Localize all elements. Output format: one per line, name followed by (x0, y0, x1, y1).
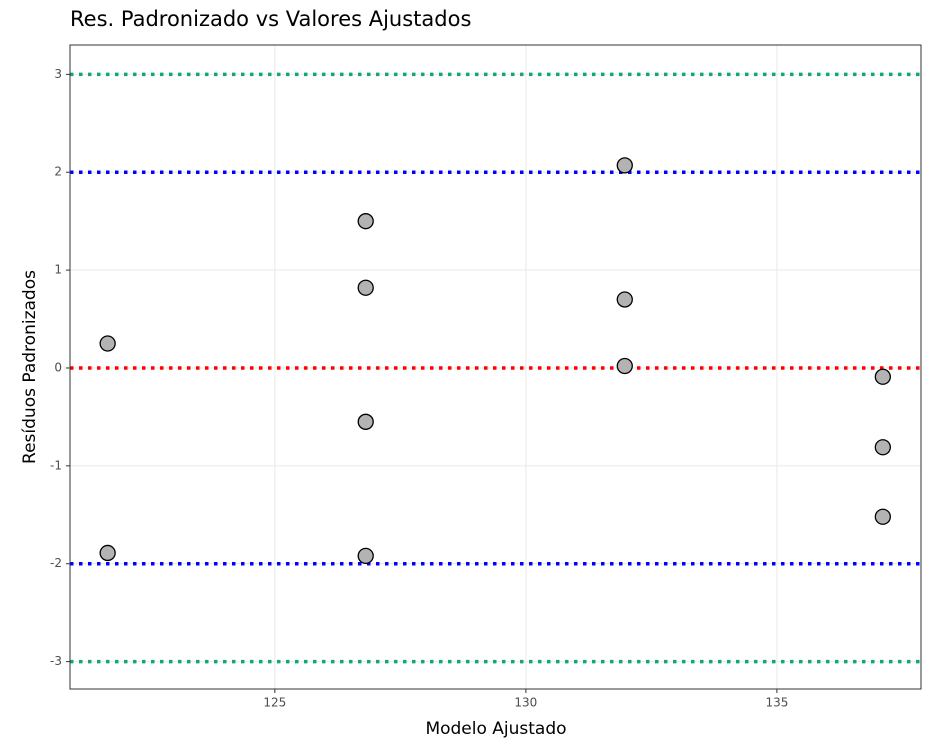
point (357, 547, 374, 565)
y-tick-label: 1 (54, 263, 62, 277)
x-tick-label: 125 (263, 696, 286, 710)
point (874, 368, 891, 385)
point (357, 213, 374, 230)
point (616, 291, 633, 308)
point (616, 157, 633, 174)
y-axis-title: Resíduos Padronizados (20, 270, 40, 464)
x-axis-title: Modelo Ajustado (425, 719, 566, 739)
plot-border (69, 44, 922, 690)
x-tick-label: 135 (765, 696, 788, 710)
point (99, 335, 116, 352)
chart-title: Res. Padronizado vs Valores Ajustados (70, 7, 471, 31)
point (616, 357, 633, 375)
y-tick-label: 0 (54, 360, 62, 374)
point (357, 279, 374, 296)
y-tick-label: -1 (50, 458, 62, 472)
y-tick-label: 2 (54, 165, 62, 179)
point (874, 508, 891, 525)
point (874, 439, 891, 456)
y-tick-label: 3 (54, 67, 62, 81)
point (99, 544, 116, 562)
point (357, 413, 374, 430)
x-tick-label: 130 (514, 696, 537, 710)
y-tick-label: -3 (50, 654, 62, 668)
y-tick-label: -2 (50, 556, 62, 570)
